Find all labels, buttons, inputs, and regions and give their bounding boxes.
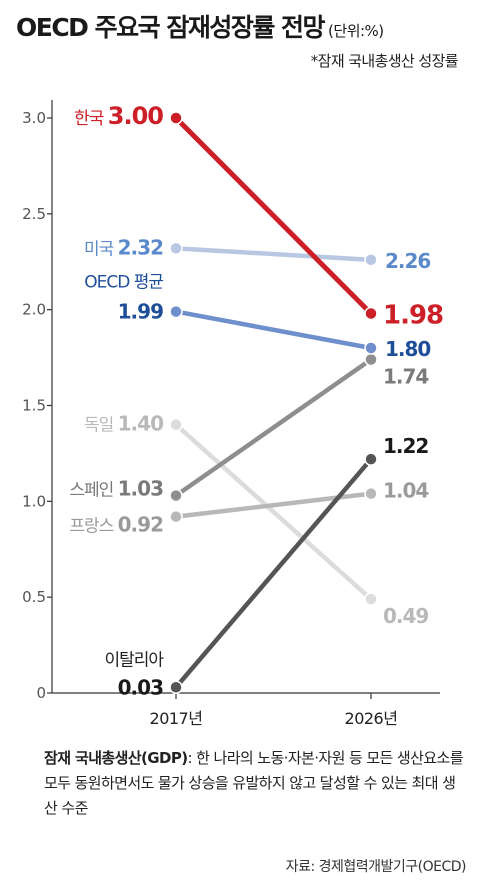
source-note: 자료: 경제협력개발기구(OECD) xyxy=(285,859,467,875)
series-label-2017: 미국 2.32 xyxy=(84,235,163,259)
series-name: 이탈리아 xyxy=(104,650,164,670)
value-label-2026: 1.74 xyxy=(383,365,428,389)
series-name: 스페인 xyxy=(69,481,117,501)
value-label: 1.03 xyxy=(118,477,163,501)
series-line xyxy=(173,246,374,263)
x-tick-label: 2026년 xyxy=(345,709,398,728)
series-name: 독일 xyxy=(84,416,118,436)
data-point xyxy=(169,111,183,125)
y-tick-label: 2.5 xyxy=(22,205,46,223)
value-label: 3.00 xyxy=(108,102,164,130)
data-point xyxy=(169,417,183,432)
series-label-2017: 한국 3.00 xyxy=(74,102,163,130)
data-point xyxy=(364,253,378,267)
y-tick-label: 1.5 xyxy=(22,397,46,415)
footnote-term: 잠재 국내총생산(GDP) xyxy=(44,749,188,767)
data-point xyxy=(169,509,183,524)
data-point xyxy=(364,592,378,606)
series-name: 한국 xyxy=(74,109,108,129)
data-point xyxy=(364,306,378,321)
y-tick-label: 0.5 xyxy=(22,588,46,606)
footnote: 잠재 국내총생산(GDP): 한 나라의 노동·자본·자원 등 모든 생산요소를… xyxy=(44,746,464,821)
title-text: OECD 주요국 잠재성장률 전망 xyxy=(16,13,326,42)
series-name: 미국 xyxy=(84,239,118,259)
y-tick-label: 2.0 xyxy=(22,301,46,319)
data-point xyxy=(364,352,378,367)
value-label: 2.32 xyxy=(118,235,163,259)
value-label-2026: 1.22 xyxy=(383,434,428,458)
data-point xyxy=(169,241,183,256)
chart-title: OECD 주요국 잠재성장률 전망 (단위:%) xyxy=(16,8,384,44)
series-name: 프랑스 xyxy=(69,517,117,537)
value-label: 1.40 xyxy=(118,412,163,436)
y-tick-label: 3.0 xyxy=(22,109,46,127)
data-point xyxy=(169,304,183,319)
data-point xyxy=(364,341,378,355)
value-label-2026: 2.26 xyxy=(385,249,430,273)
data-point xyxy=(169,488,183,503)
unit-label: (단위:%) xyxy=(328,22,384,40)
value-label-2026: 0.49 xyxy=(383,604,428,628)
chart-subtitle: *잠재 국내총생산 성장률 xyxy=(310,52,459,70)
data-point xyxy=(169,680,183,694)
value-label-2026: 1.80 xyxy=(385,337,430,361)
data-point xyxy=(364,486,378,501)
value-label-2017: 0.03 xyxy=(118,675,163,699)
series-label-2017: 스페인 1.03 xyxy=(69,477,163,501)
value-label-2026: 1.04 xyxy=(383,479,428,503)
footnote-definition: : 한 나라의 노동·자본·자원 등 모든 생산요소를 모두 동원하면서도 물가… xyxy=(44,749,464,817)
series-name: OECD 평균 xyxy=(84,273,163,293)
y-tick-label: 0 xyxy=(36,684,46,702)
line-chart: 0 0.5 1.0 1.5 2.0 2.5 3.0 2017년 2026년 독일 1.40 0.49… xyxy=(22,100,444,728)
value-label: 0.92 xyxy=(118,513,163,537)
series-line xyxy=(173,309,374,351)
series-line xyxy=(173,422,374,602)
series-line xyxy=(173,456,374,690)
value-label-2017: 1.99 xyxy=(118,300,163,324)
y-tick-label: 1.0 xyxy=(22,492,46,510)
series-line xyxy=(173,115,374,316)
value-label-2026: 1.98 xyxy=(383,301,443,331)
series-label-2017: 프랑스 0.92 xyxy=(69,513,163,537)
data-point xyxy=(364,452,378,466)
series-label-2017: 독일 1.40 xyxy=(84,412,163,436)
x-tick-label: 2017년 xyxy=(150,709,203,728)
series-line xyxy=(173,357,374,498)
